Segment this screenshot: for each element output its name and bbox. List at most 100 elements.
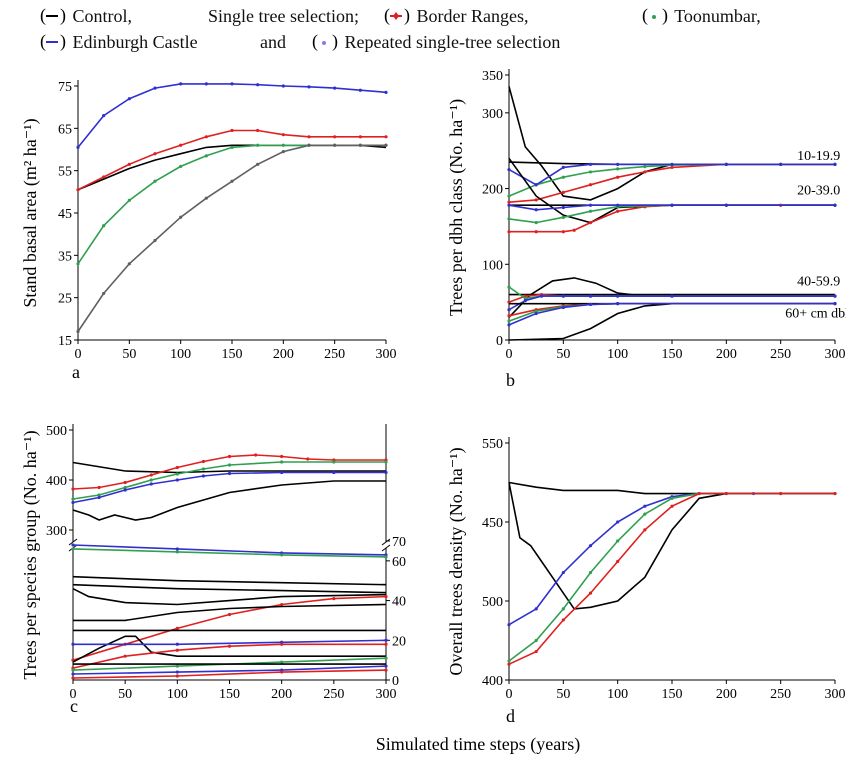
panel-b-series-point (534, 208, 538, 212)
panel-b-series-point (561, 215, 565, 219)
panel-d-series-point (561, 607, 565, 611)
panel-d-ytick-label: 450 (482, 516, 503, 531)
panel-a-series-point (76, 262, 80, 266)
panel-b-series-point (588, 294, 593, 298)
panel-a-series-point (102, 224, 106, 228)
panel-b-series-point (616, 167, 620, 171)
panel-c-lower-series-point (384, 656, 388, 660)
panel-d-ytick-label: 500 (482, 595, 503, 610)
legend-border-symbol: () (384, 7, 410, 25)
panel-b-series-point (540, 294, 544, 298)
panel-c-lower-series-point (175, 550, 179, 554)
panel-b-annotation: 20-39.0 (797, 184, 840, 199)
panel-c-xtick-label: 300 (376, 687, 397, 702)
panel-b-series-point (534, 198, 538, 202)
panel-c-lower-series-point (71, 668, 75, 672)
svg-text:): ) (404, 7, 410, 25)
panel-d-series-point (697, 491, 701, 496)
panel-b-series-point (643, 165, 647, 169)
panel-a-ytick-label: 55 (58, 165, 72, 180)
panel-b-series-point (833, 203, 837, 207)
panel-b-series-point (561, 165, 565, 169)
panel-c-upper-series-line (72, 454, 386, 490)
panel-b-series-point (534, 309, 538, 313)
panel-a-ytick-label: 35 (58, 249, 72, 264)
panel-b-series-point (507, 319, 511, 323)
panel-a-ytick-label: 25 (58, 292, 72, 307)
panel-b-series-point (616, 203, 620, 207)
panel-a-xtick-label: 100 (170, 347, 191, 362)
legend-and: and (260, 32, 286, 52)
panel-c: 0 50 100 150 200 250 300 300 400 500 0 20 40 60 70 c Tre… (20, 424, 406, 716)
panel-c-upper-series-point (175, 478, 179, 482)
panel-a-series-point (102, 175, 106, 179)
svg-text:): ) (662, 7, 668, 25)
svg-text:(: ( (384, 7, 390, 25)
panel-d-series-point (724, 491, 728, 496)
panel-d-series-point (616, 559, 620, 564)
panel-b-series-point (523, 296, 527, 300)
panel-d-series-point (507, 623, 511, 627)
panel-b-series-point (507, 200, 511, 204)
panel-b-series-point (534, 221, 538, 225)
panel-d-series-point (643, 504, 647, 508)
panel-a-xtick-label: 150 (222, 347, 243, 362)
panel-b-xtick-label: 100 (607, 347, 628, 362)
panel-b-series-point (572, 228, 576, 232)
panel-a-series-point (230, 128, 234, 133)
svg-text:): ) (60, 7, 66, 25)
legend-border: () Border Ranges, (384, 6, 528, 27)
panel-c-lower-series-point (280, 660, 284, 664)
panel-c-upper-series-point (149, 478, 153, 482)
panel-c-lower-series-line (72, 548, 387, 558)
panel-b-xtick-label: 300 (825, 347, 846, 362)
panel-c-upper-series-point (280, 454, 284, 459)
panel-b-series-point (507, 323, 511, 327)
panel-a: 0 50 100 150 200 250 300 15 25 35 45 55 65 75 a Stand b… (20, 80, 397, 382)
panel-b: 0 50 100 150 200 250 300 0 100 200 300 350 10-19.9 20… (446, 69, 846, 390)
panel-b-series-point (507, 203, 511, 207)
panel-a-series-point (76, 145, 80, 149)
panel-a-series-point (256, 143, 260, 147)
panel-b-ylabel: Trees per dbh class (No. ha⁻¹) (446, 99, 467, 316)
panel-a-series-point (256, 83, 260, 87)
panel-d-series-line (508, 492, 835, 662)
panel-b-series-point (670, 203, 674, 207)
panel-b-series-point (507, 230, 511, 234)
panel-c-lower-series-line (72, 575, 387, 586)
panel-c-break-mark (381, 538, 391, 546)
legend-single-heading: Single tree selection; (208, 6, 359, 26)
panel-b-series-point (616, 209, 620, 213)
panel-c-lower-series-point (71, 672, 75, 676)
panel-c-upper-series-point (227, 463, 232, 467)
svg-text:): ) (60, 33, 66, 51)
legend-control-symbol: () (40, 7, 66, 25)
panel-c-lower-series-line (72, 643, 386, 669)
svg-text:(: ( (40, 33, 46, 51)
panel-b-series-point (833, 302, 837, 306)
legend-edinburgh: () Edinburgh Castle (40, 32, 198, 53)
panel-c-lower-series-point (175, 670, 179, 674)
panel-d-series-point (670, 504, 674, 508)
panel-a-series-point (76, 188, 80, 192)
panel-c-upper-series-point (332, 460, 336, 464)
panel-d-ytick-label: 400 (482, 674, 503, 689)
panel-a-series-point (307, 143, 311, 147)
panel-d-xtick-label: 150 (662, 687, 683, 702)
panel-d-series-point (643, 528, 647, 532)
panel-a-series-point (333, 143, 337, 147)
panel-c-lower-series-line (73, 603, 387, 622)
panel-b-series-point (561, 294, 565, 298)
panel-a-xtick-label: 50 (122, 347, 136, 362)
panel-c-ytick-label: 500 (46, 424, 67, 439)
panel-b-series-point (833, 162, 837, 166)
panel-c-lower-series-line (72, 544, 387, 556)
panel-c-break-mark (68, 538, 78, 546)
panel-b-annotation: 10-19.9 (797, 149, 840, 164)
panel-b-series-point (588, 183, 593, 187)
panel-c-upper-series-point (227, 454, 232, 459)
panel-a-series-point (230, 179, 234, 183)
panel-a-ytick-label: 45 (58, 207, 72, 222)
panel-a-series-point (127, 198, 131, 202)
panel-b-xtick-label: 0 (506, 347, 513, 362)
